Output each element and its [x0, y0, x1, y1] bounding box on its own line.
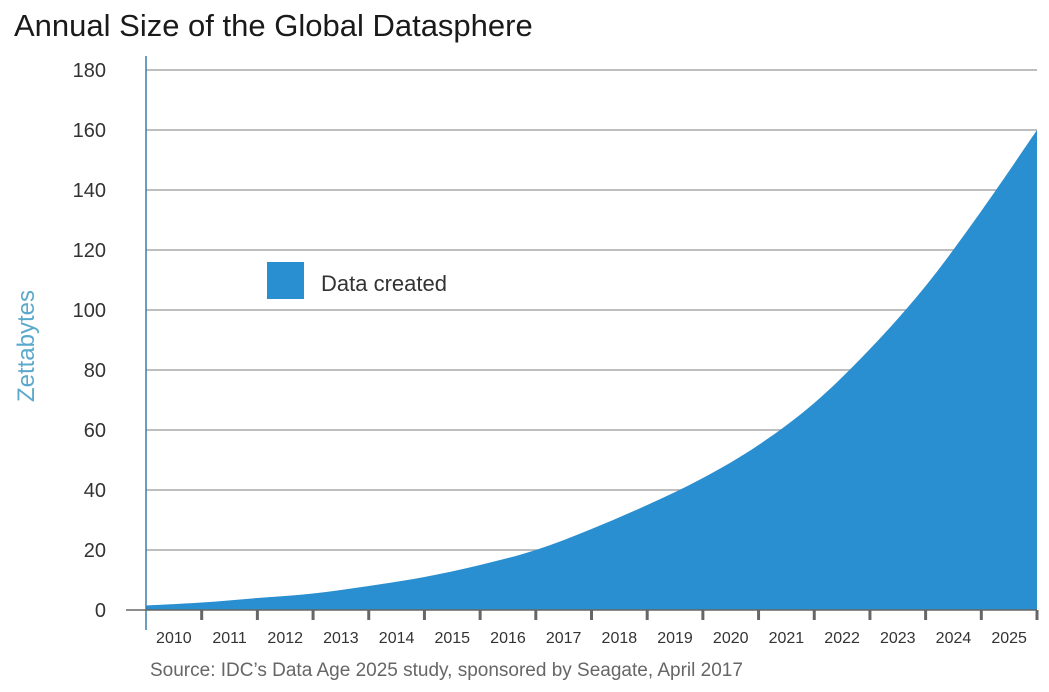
area-series — [146, 130, 1037, 610]
x-tick-2025: 2025 — [991, 630, 1027, 647]
x-tick-2020: 2020 — [713, 630, 749, 647]
x-tick-2010: 2010 — [156, 630, 192, 647]
y-tick-100: 100 — [73, 300, 106, 322]
x-tick-2018: 2018 — [602, 630, 638, 647]
legend: Data created — [267, 262, 447, 299]
source-note: Source: IDC’s Data Age 2025 study, spons… — [150, 660, 743, 681]
legend-swatch — [267, 262, 304, 299]
chart-title: Annual Size of the Global Datasphere — [14, 8, 533, 43]
x-tick-2022: 2022 — [824, 630, 860, 647]
y-tick-140: 140 — [73, 180, 106, 202]
x-tick-2021: 2021 — [769, 630, 805, 647]
x-tick-2019: 2019 — [657, 630, 693, 647]
y-tick-80: 80 — [84, 360, 106, 382]
area-data-created — [146, 130, 1037, 610]
x-tick-2023: 2023 — [880, 630, 916, 647]
x-tick-labels: 2010 2011 2012 2013 2014 2015 2016 2017 2018 2019… — [156, 630, 1027, 647]
legend-label: Data created — [321, 271, 447, 296]
x-tick-2024: 2024 — [936, 630, 972, 647]
axes — [126, 56, 1039, 630]
x-tick-2011: 2011 — [212, 630, 247, 647]
x-tick-2012: 2012 — [267, 630, 303, 647]
x-tick-2015: 2015 — [434, 630, 470, 647]
y-tick-120: 120 — [73, 240, 106, 262]
y-tick-0: 0 — [95, 600, 106, 622]
y-tick-160: 160 — [73, 120, 106, 142]
y-tick-labels: 0 20 40 60 80 100 120 140 160 180 — [73, 60, 106, 622]
x-tick-2017: 2017 — [546, 630, 582, 647]
y-tick-180: 180 — [73, 60, 106, 82]
x-tick-2014: 2014 — [379, 630, 415, 647]
y-tick-20: 20 — [84, 540, 106, 562]
x-tick-2013: 2013 — [323, 630, 359, 647]
y-tick-40: 40 — [84, 480, 106, 502]
y-tick-60: 60 — [84, 420, 106, 442]
x-tick-2016: 2016 — [490, 630, 526, 647]
